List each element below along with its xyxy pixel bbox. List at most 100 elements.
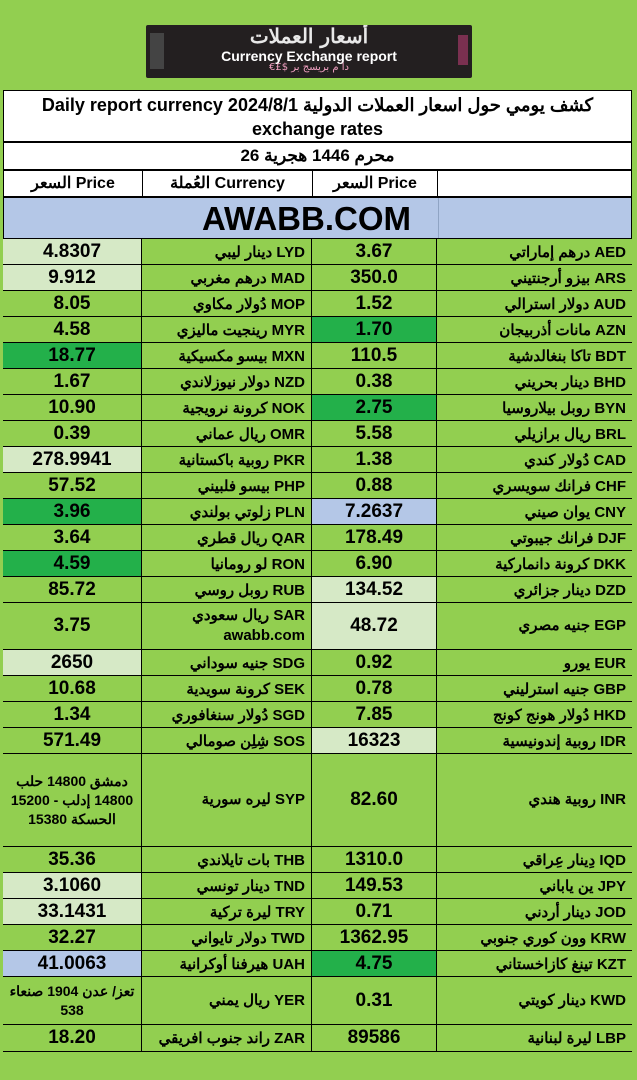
table-row: 10.90 كرونة نرويجية NOK 2.75 روبل بيلاروسيا… xyxy=(3,395,632,421)
currency-name-left: جنيه مصري EGP xyxy=(437,603,632,649)
currency-name-right: كرونة نرويجية NOK xyxy=(142,395,312,420)
currency-name-left: ليرة لبنانية LBP xyxy=(437,1025,632,1051)
currency-name-left: جنيه استرليني GBP xyxy=(437,676,632,701)
currency-name-left: كرونة دانماركية DKK xyxy=(437,551,632,576)
price-right-currency: 3.64 xyxy=(3,525,142,550)
currency-name-left: دِينار عِراقي IQD xyxy=(437,847,632,872)
currency-name-left: دينار أردني JOD xyxy=(437,899,632,924)
price-left-currency: 7.85 xyxy=(312,702,437,727)
site-divider xyxy=(438,198,439,238)
price-right-currency: 18.77 xyxy=(3,343,142,368)
currency-name-right: دولار نيوزلاندي NZD xyxy=(142,369,312,394)
currency-name-left: فرانك سويسري CHF xyxy=(437,473,632,498)
currency-name-right: دولار تايواني TWD xyxy=(142,925,312,950)
price-left-currency: 1.52 xyxy=(312,291,437,316)
price-right-currency: 9.912 xyxy=(3,265,142,290)
currency-name-left: روبية إندونيسية IDR xyxy=(437,728,632,753)
price-left-currency: 1310.0 xyxy=(312,847,437,872)
currency-name-right: هيرفنا أوكرانية UAH xyxy=(142,951,312,976)
price-right-currency: تعز/ عدن 1904 صنعاء 538 xyxy=(3,977,142,1024)
price-left-currency: 350.0 xyxy=(312,265,437,290)
table-row: 4.58 رينجيت ماليزي MYR 1.70 مانات أذربيجان … xyxy=(3,317,632,343)
price-right-currency: 35.36 xyxy=(3,847,142,872)
currency-name-left: دولار استرالي AUD xyxy=(437,291,632,316)
price-left-currency: 82.60 xyxy=(312,754,437,846)
table-row: 41.0063 هيرفنا أوكرانية UAH 4.75 تينغ كازاخ… xyxy=(3,951,632,977)
currency-name-left: يوان صيني CNY xyxy=(437,499,632,524)
price-right-currency: 0.39 xyxy=(3,421,142,446)
price-right-currency: 57.52 xyxy=(3,473,142,498)
table-row: 0.39 ريال عماني OMR 5.58 ريال برازيلي BRL xyxy=(3,421,632,447)
banner-english-title: Currency Exchange report xyxy=(221,48,397,64)
currency-name-left: مانات أذربيجان AZN xyxy=(437,317,632,342)
price-right-currency: 18.20 xyxy=(3,1025,142,1051)
currency-name-right: روبل روسي RUB xyxy=(142,577,312,602)
banner-arabic-title: أسعار العملات xyxy=(249,25,369,48)
report-title: Daily report currency 2024/8/1 كشف يومي … xyxy=(3,90,632,142)
price-left-currency: 6.90 xyxy=(312,551,437,576)
table-row: 3.75 ريال سعودي SAR awabb.com 48.72 جنيه مص… xyxy=(3,603,632,650)
currency-name-right: ريال قطري QAR xyxy=(142,525,312,550)
currency-name-right: درهم مغربي MAD xyxy=(142,265,312,290)
table-row: 35.36 بات تايلاندي THB 1310.0 دِينار عِراقي… xyxy=(3,847,632,873)
col-header-blank xyxy=(438,171,631,196)
currency-name-left: فرانك جيبوتي DJF xyxy=(437,525,632,550)
price-right-currency: 278.9941 xyxy=(3,447,142,472)
table-row: 4.8307 دينار ليبي LYD 3.67 درهم إماراتي AED xyxy=(3,239,632,265)
currency-name-left: دُولار كندي CAD xyxy=(437,447,632,472)
table-row: 4.59 لو رومانيا RON 6.90 كرونة دانماركية DK… xyxy=(3,551,632,577)
currency-name-left: روبية هندي INR xyxy=(437,754,632,846)
price-right-currency: 4.59 xyxy=(3,551,142,576)
currency-name-right: ريال عماني OMR xyxy=(142,421,312,446)
price-left-currency: 3.67 xyxy=(312,239,437,264)
table-row: 2650 جنيه سوداني SDG 0.92 يورو EUR xyxy=(3,650,632,676)
price-left-currency: 1.70 xyxy=(312,317,437,342)
price-left-currency: 0.88 xyxy=(312,473,437,498)
table-row: 9.912 درهم مغربي MAD 350.0 بيزو أرجنتيني AR… xyxy=(3,265,632,291)
column-header-row: السعر Price العُملة Currency السعر Price xyxy=(3,170,632,197)
currency-name-right: جنيه سوداني SDG xyxy=(142,650,312,675)
price-left-currency: 0.78 xyxy=(312,676,437,701)
currency-name-right: بات تايلاندي THB xyxy=(142,847,312,872)
price-left-currency: 134.52 xyxy=(312,577,437,602)
price-right-currency: 8.05 xyxy=(3,291,142,316)
table-row: 85.72 روبل روسي RUB 134.52 دينار جزائري DZD xyxy=(3,577,632,603)
price-left-currency: 4.75 xyxy=(312,951,437,976)
col-header-price-mid: السعر Price xyxy=(313,171,438,196)
report-date: 26 محرم 1446 هجرية xyxy=(3,142,632,170)
table-row: 1.34 دُولار سنغافوري SGD 7.85 دُولار هونج ك… xyxy=(3,702,632,728)
currency-name-right: دينار ليبي LYD xyxy=(142,239,312,264)
price-left-currency: 5.58 xyxy=(312,421,437,446)
currency-name-right: رينجيت ماليزي MYR xyxy=(142,317,312,342)
table-row: 10.68 كرونة سويدية SEK 0.78 جنيه استرليني G… xyxy=(3,676,632,702)
currency-name-right: دينار تونسي TND xyxy=(142,873,312,898)
price-right-currency: 3.75 xyxy=(3,603,142,649)
price-left-currency: 0.71 xyxy=(312,899,437,924)
price-right-currency: 3.1060 xyxy=(3,873,142,898)
currency-name-right: راند جنوب افريقي ZAR xyxy=(142,1025,312,1051)
site-banner: AWABB.COM xyxy=(3,197,632,239)
currency-name-right: ريال سعودي SAR awabb.com xyxy=(142,603,312,649)
price-right-currency: 32.27 xyxy=(3,925,142,950)
price-left-currency: 0.31 xyxy=(312,977,437,1024)
table-row: 18.20 راند جنوب افريقي ZAR 89586 ليرة لبنان… xyxy=(3,1025,632,1052)
currency-name-left: دينار كويتي KWD xyxy=(437,977,632,1024)
table-row: 278.9941 روبية باكستانية PKR 1.38 دُولار كن… xyxy=(3,447,632,473)
table-row: 1.67 دولار نيوزلاندي NZD 0.38 دينار بحريني … xyxy=(3,369,632,395)
currency-name-right: كرونة سويدية SEK xyxy=(142,676,312,701)
currency-name-left: بيزو أرجنتيني ARS xyxy=(437,265,632,290)
price-left-currency: 1.38 xyxy=(312,447,437,472)
price-right-currency: 4.8307 xyxy=(3,239,142,264)
currency-name-right: لو رومانيا RON xyxy=(142,551,312,576)
rates-table: 4.8307 دينار ليبي LYD 3.67 درهم إماراتي AED… xyxy=(3,239,632,1052)
table-row: دمشق 14800 حلب 14800 إدلب - 15200 الحسكة… xyxy=(3,754,632,847)
table-row: 571.49 شِلِن صومالي SOS 16323 روبية إندونيس… xyxy=(3,728,632,754)
price-left-currency: 110.5 xyxy=(312,343,437,368)
currency-name-left: ريال برازيلي BRL xyxy=(437,421,632,446)
currency-name-left: دُولار هونج كونج HKD xyxy=(437,702,632,727)
table-row: 8.05 دُولار مكاوي MOP 1.52 دولار استرالي AU… xyxy=(3,291,632,317)
currency-name-left: دينار جزائري DZD xyxy=(437,577,632,602)
table-row: 57.52 بيسو فلبيني PHP 0.88 فرانك سويسري CHF xyxy=(3,473,632,499)
currency-name-right: بيسو مكسيكية MXN xyxy=(142,343,312,368)
currency-name-right: ليرة تركية TRY xyxy=(142,899,312,924)
